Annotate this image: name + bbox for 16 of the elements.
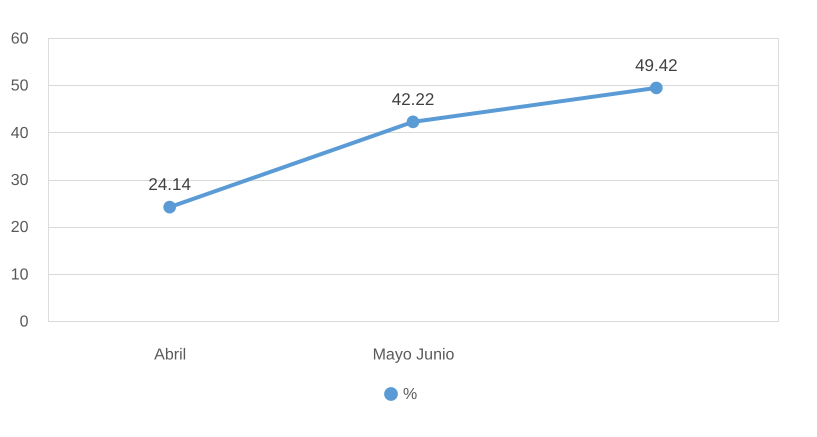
y-tick-label: 60 <box>10 30 29 48</box>
data-label: 42.22 <box>392 90 434 109</box>
x-tick-label: Mayo Junio <box>372 346 455 364</box>
y-tick-label: 20 <box>10 219 29 236</box>
y-tick-label: 10 <box>10 266 29 284</box>
point <box>406 116 420 128</box>
y-tick-label: 50 <box>10 78 29 95</box>
legend-label: % <box>403 386 418 403</box>
y-tick-label: 30 <box>10 172 29 189</box>
point <box>650 82 663 94</box>
point <box>163 200 176 214</box>
y-tick-label: 0 <box>20 314 29 330</box>
data-label: 49.42 <box>635 56 678 75</box>
data-label: 24.14 <box>148 175 191 194</box>
x-tick-label: Abril <box>154 346 186 364</box>
y-tick-label: 40 <box>10 124 29 142</box>
